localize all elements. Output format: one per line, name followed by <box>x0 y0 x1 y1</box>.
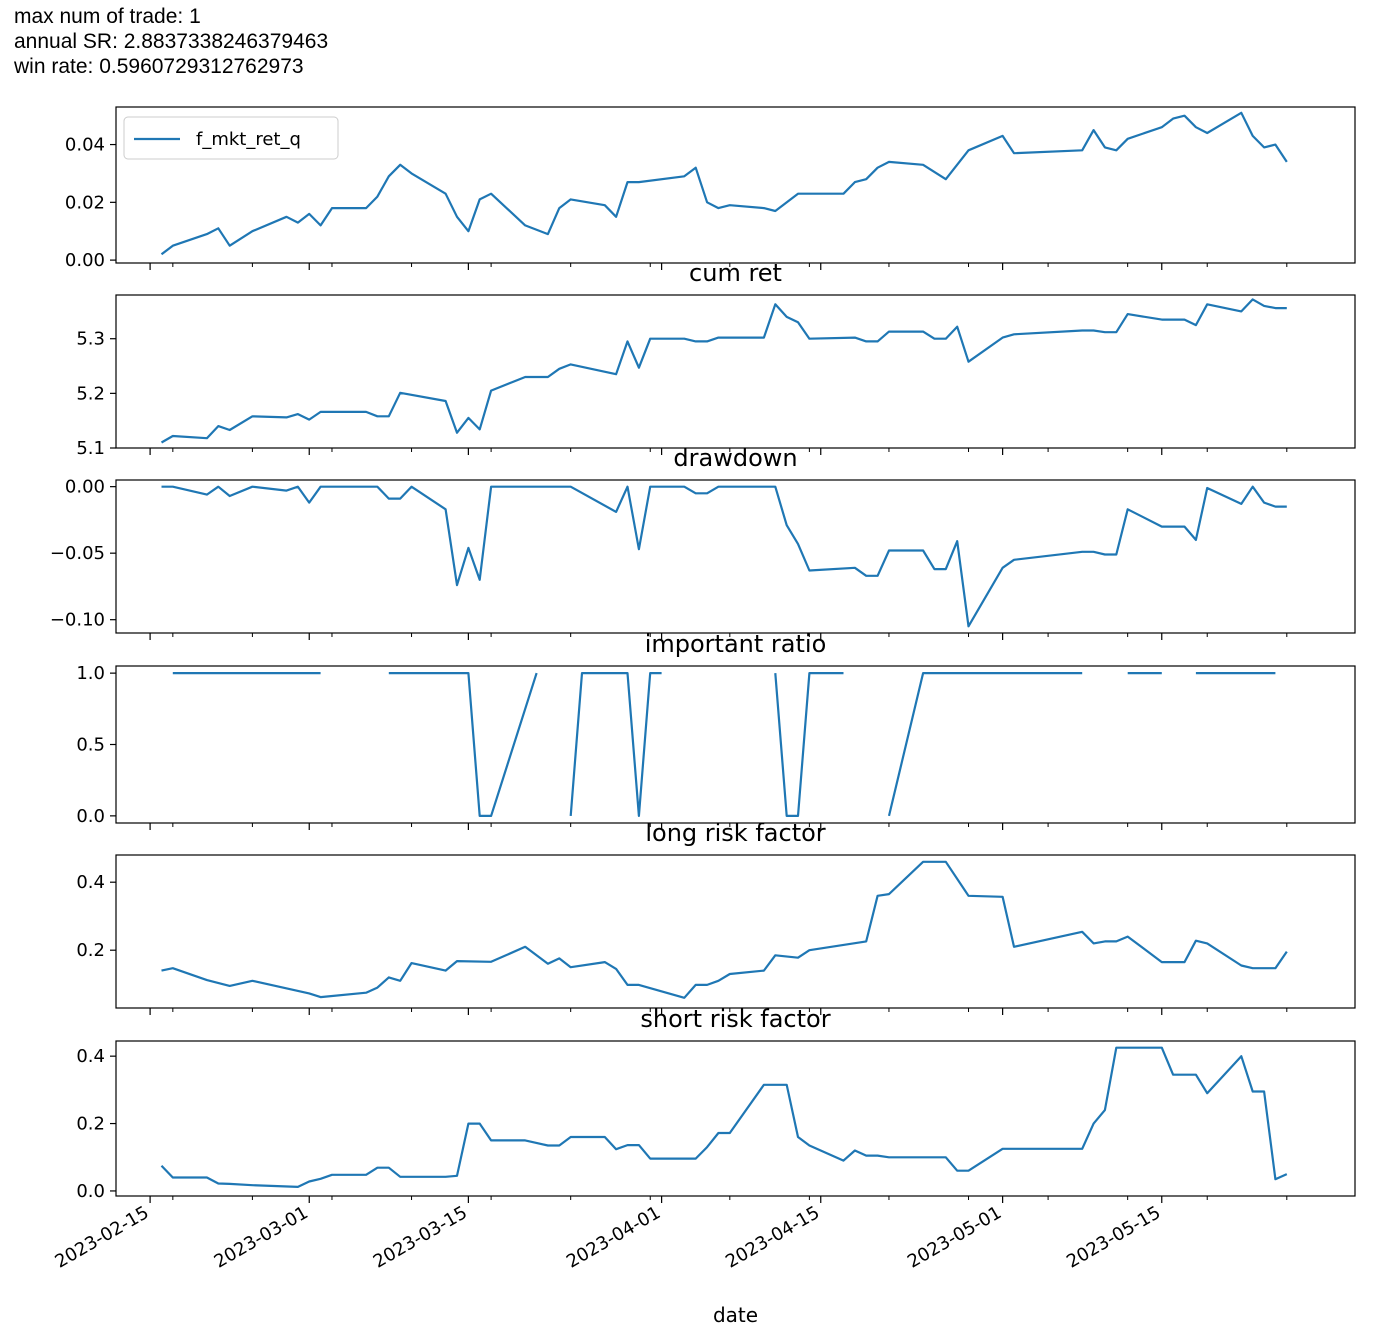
y-tick-label: −0.05 <box>50 543 105 564</box>
axes-frame <box>115 665 1356 824</box>
series-line <box>388 672 538 817</box>
series-line <box>774 672 844 817</box>
panel-title: short risk factor <box>640 1005 830 1033</box>
axes-frame <box>115 106 1356 264</box>
x-tick-label: 2023-04-01 <box>563 1202 664 1272</box>
win-rate-text: win rate: 0.5960729312762973 <box>14 55 304 78</box>
run-summary: max num of trade: 1 annual SR: 2.8837338… <box>14 4 328 79</box>
panel-title: important ratio <box>645 630 827 658</box>
y-tick-label: 5.1 <box>76 438 105 459</box>
legend-label: f_mkt_ret_q <box>196 129 301 150</box>
x-tick-label: 2023-03-15 <box>370 1202 471 1272</box>
series-line <box>160 1046 1288 1188</box>
series-line <box>887 672 1083 817</box>
legend-box <box>123 116 339 160</box>
x-tick-label: 2023-03-01 <box>211 1202 312 1272</box>
y-tick-label: 0.00 <box>65 250 105 271</box>
y-tick-label: 5.2 <box>76 383 105 404</box>
series-line <box>569 672 662 817</box>
x-tick-label: 2023-04-15 <box>722 1202 823 1272</box>
annual-sr-text: annual SR: 2.8837338246379463 <box>14 30 329 53</box>
axes-frame <box>115 479 1356 634</box>
y-tick-label: 0.0 <box>76 806 105 827</box>
axes-frame <box>115 1040 1356 1197</box>
axes-frame <box>115 854 1356 1009</box>
x-tick-label: 2023-05-01 <box>904 1202 1005 1272</box>
y-tick-label: 0.2 <box>76 1114 105 1135</box>
panel-title: drawdown <box>673 444 797 472</box>
y-tick-label: 1.0 <box>76 663 105 684</box>
y-tick-label: 5.3 <box>76 329 105 350</box>
series-line <box>161 485 1287 628</box>
y-tick-label: 0.0 <box>76 1181 105 1202</box>
panel-title: cum ret <box>689 259 782 287</box>
y-tick-label: −0.10 <box>50 610 105 631</box>
y-tick-label: 0.00 <box>65 477 105 498</box>
max-num-of-trade-text: max num of trade: 1 <box>14 5 201 28</box>
y-tick-label: 0.04 <box>65 135 105 156</box>
series-line <box>161 860 1288 999</box>
y-tick-label: 0.4 <box>76 872 105 893</box>
x-tick-label: 2023-05-15 <box>1063 1202 1164 1272</box>
series-line <box>160 111 1288 256</box>
y-tick-label: 0.2 <box>76 940 105 961</box>
x-tick-label: 2023-02-15 <box>52 1202 153 1272</box>
x-axis-label: date <box>713 1303 758 1327</box>
panel-title: long risk factor <box>645 819 825 847</box>
y-tick-label: 0.4 <box>76 1046 105 1067</box>
axes-frame <box>115 294 1356 449</box>
y-tick-label: 0.02 <box>65 192 105 213</box>
series-line <box>160 298 1287 444</box>
y-tick-label: 0.5 <box>76 735 105 756</box>
